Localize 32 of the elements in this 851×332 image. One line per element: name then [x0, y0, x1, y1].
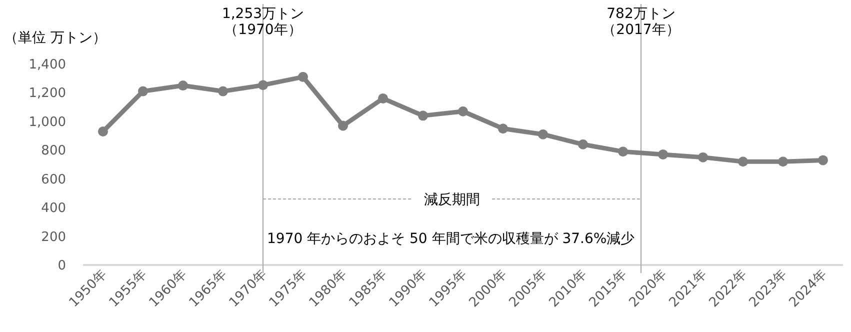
annotation: 1970 年からのおよそ 50 年間で米の収穫量が 37.6%減少: [267, 231, 635, 247]
point: [138, 86, 148, 96]
ref-line-label: 1,253万トン（1970年）: [220, 6, 306, 38]
y-tick-label: 1,000: [28, 114, 66, 130]
point: [578, 139, 588, 150]
point: [258, 80, 268, 90]
point: [178, 80, 188, 91]
annotation: 減反期間: [424, 192, 480, 208]
y-tick-label: 800: [41, 144, 66, 159]
y-tick-label: 1,400: [28, 58, 66, 72]
point: [298, 72, 308, 82]
text: 782万トン（2017年）: [601, 6, 681, 38]
point: [498, 124, 508, 134]
point: [378, 93, 388, 104]
point: [538, 129, 548, 140]
y-tick-label: 400: [41, 201, 66, 216]
point: [98, 126, 108, 136]
y-tick-label: 1,200: [28, 86, 66, 102]
y-tick-label: 0: [58, 258, 66, 274]
point: [818, 155, 828, 166]
point: [618, 146, 628, 157]
point: [658, 149, 668, 160]
point: [698, 152, 708, 162]
point: [338, 120, 348, 131]
point: [218, 86, 228, 96]
y-tick-label: 600: [41, 172, 66, 188]
point: [778, 156, 788, 167]
y-axis-title: （単位 万トン）: [4, 30, 106, 46]
point: [418, 110, 428, 121]
y-tick-label: 200: [41, 230, 66, 245]
point: [458, 106, 468, 116]
point: [738, 156, 748, 167]
